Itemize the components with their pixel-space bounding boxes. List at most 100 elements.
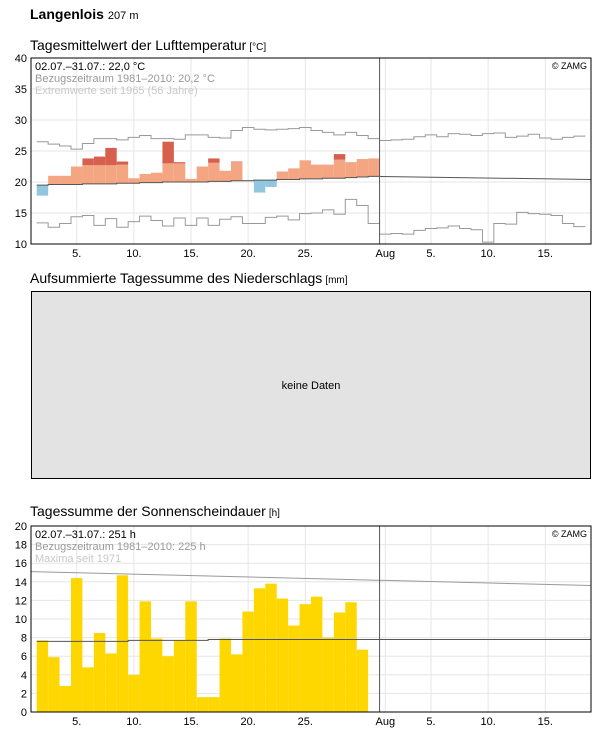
sun-bar: [173, 640, 186, 712]
sun-copyright: © ZAMG: [552, 529, 587, 539]
sun-bar: [265, 583, 277, 712]
sun-plot-frame: [30, 525, 592, 713]
sun-bar: [231, 654, 243, 712]
precipitation-title: Aufsummierte Tagessumme des Niederschlag…: [30, 270, 348, 286]
temp-y-tick-label: 35: [15, 84, 27, 96]
sun-y-tick-label: 4: [21, 670, 27, 682]
station-header: Langenlois 207 m: [30, 6, 138, 22]
sun-x-tick-label: 5.: [426, 716, 435, 728]
temp-bar-warm: [59, 175, 71, 185]
station-elevation: 207 m: [107, 10, 139, 22]
temperature-title: Tagesmittelwert der Lufttemperatur [°C]: [30, 37, 266, 53]
temp-bar-warm: [105, 165, 117, 184]
precipitation-panel: keine Daten: [31, 291, 591, 479]
sun-x-tick-label: 15.: [183, 716, 198, 728]
sun-x-tick-label: 10.: [126, 716, 141, 728]
sun-info-line: Bezugszeitraum 1981–2010: 225 h: [35, 541, 206, 553]
temp-y-tick-label: 30: [15, 115, 27, 127]
sun-bar: [208, 697, 220, 712]
temp-y-tick-label: 40: [15, 53, 27, 65]
temp-bar-warm: [82, 165, 94, 184]
temp-bar-warm: [345, 162, 357, 178]
sun-bar: [322, 637, 334, 712]
sun-bar: [105, 653, 117, 712]
temp-info-line: Bezugszeitraum 1981–2010: 20,2 °C: [35, 73, 215, 85]
sun-bar: [333, 612, 346, 712]
temp-bar-warm: [368, 158, 380, 177]
temp-y-tick-label: 10: [15, 239, 27, 251]
sun-bar: [71, 578, 83, 712]
temp-bar-very-warm: [82, 158, 94, 166]
temperature-unit: [°C]: [249, 42, 267, 53]
sun-bar: [345, 602, 357, 712]
station-name: Langenlois: [30, 6, 104, 22]
precipitation-title-text: Aufsummierte Tagessumme des Niederschlag…: [30, 270, 323, 286]
temp-bar-cold: [36, 185, 49, 196]
sun-x-tick-label: 15.: [538, 716, 553, 728]
temp-max-line: [36, 126, 380, 150]
temp-bar-warm: [185, 178, 197, 182]
sunshine-unit: [h]: [268, 508, 280, 519]
temperature-chart: 10 15 20 25 30 35 40 5. 10. 15. 20. 25. Aug 5. 10. 15. 0…: [15, 53, 592, 260]
sun-bar: [356, 649, 369, 712]
temp-x-tick-label: Aug: [375, 248, 395, 260]
temp-bar-warm: [93, 165, 106, 184]
sun-normal-line: [36, 638, 380, 642]
sun-bar: [276, 598, 289, 712]
sun-x-tick-label: Aug: [375, 716, 395, 728]
sun-y-tick-label: 12: [15, 595, 27, 607]
temp-min-line: [36, 198, 380, 228]
sun-y-tick-label: 20: [15, 521, 27, 533]
no-data-label: keine Daten: [281, 380, 341, 392]
temp-info-line: Extremwerte seit 1965 (56 Jahre): [35, 85, 198, 97]
sun-bar: [288, 625, 300, 712]
temp-bar-very-warm: [173, 162, 186, 164]
sun-bar: [128, 674, 140, 712]
sun-bar: [59, 685, 71, 712]
sun-bar: [196, 697, 209, 712]
sun-y-tick-label: 10: [15, 614, 27, 626]
sun-x-tick-label: 20.: [240, 716, 255, 728]
sunshine-title-text: Tagessumme der Sonnenscheindauer: [30, 503, 266, 519]
temp-bar-warm: [173, 163, 186, 182]
temp-y-tick-label: 15: [15, 208, 27, 220]
sun-y-tick-label: 14: [15, 577, 27, 589]
sun-x-tick-label: 5.: [72, 716, 81, 728]
temp-bar-warm: [219, 170, 231, 182]
temp-x-tick-label: 15.: [538, 248, 553, 260]
sun-bar: [48, 657, 60, 712]
sun-bar: [219, 638, 231, 712]
sun-bar: [82, 667, 94, 712]
temp-aug-max-line: [379, 132, 586, 141]
temp-bar-warm: [196, 166, 209, 182]
sun-x-tick-label: 25.: [298, 716, 313, 728]
sun-y-tick-label: 2: [21, 688, 27, 700]
sun-info-line: Maxima seit 1971: [35, 553, 121, 565]
temp-x-tick-label: 10.: [126, 248, 141, 260]
temp-bar-warm: [322, 164, 334, 179]
sun-y-tick-label: 16: [15, 558, 27, 570]
temperature-title-text: Tagesmittelwert der Lufttemperatur: [30, 37, 247, 53]
temp-bar-warm: [139, 173, 151, 183]
temp-bar-warm: [208, 162, 220, 182]
sun-bar: [139, 601, 151, 712]
sun-bar: [299, 604, 311, 712]
temp-x-tick-label: 25.: [298, 248, 313, 260]
temp-bar-warm: [276, 171, 289, 180]
temp-copyright: © ZAMG: [552, 61, 587, 71]
temp-info-line: 02.07.–31.07.: 22,0 °C: [35, 61, 145, 73]
sun-bar: [242, 611, 254, 712]
temp-bar-warm: [356, 159, 369, 178]
temp-bar-very-warm: [208, 158, 220, 163]
sun-y-tick-label: 0: [21, 707, 27, 719]
temp-plot-frame: [30, 57, 592, 245]
temp-bar-very-warm: [93, 156, 106, 166]
sun-bar: [151, 638, 163, 712]
temp-x-tick-label: 5.: [72, 248, 81, 260]
temp-bar-cold: [265, 180, 277, 187]
sun-y-tick-label: 18: [15, 540, 27, 552]
temp-x-tick-label: 10.: [480, 248, 495, 260]
sun-bar: [116, 575, 129, 712]
temp-bar-warm: [231, 162, 243, 181]
sunshine-title: Tagessumme der Sonnenscheindauer [h]: [30, 503, 280, 519]
